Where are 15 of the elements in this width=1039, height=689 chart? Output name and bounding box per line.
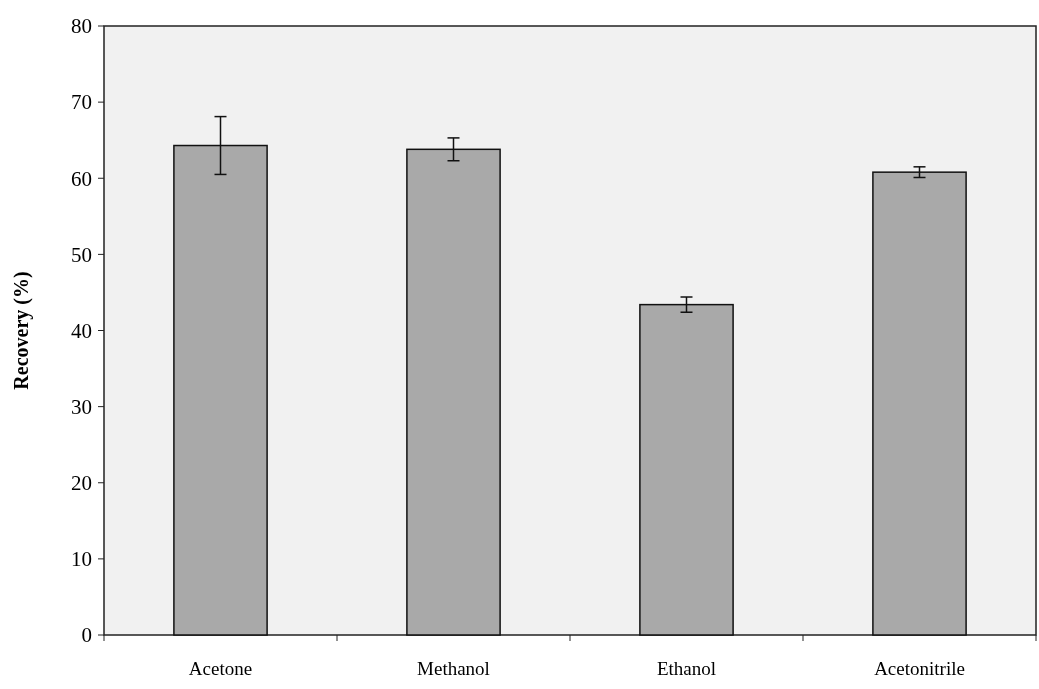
y-tick-label: 60 bbox=[71, 166, 92, 191]
x-tick-label: Ethanol bbox=[656, 658, 717, 679]
y-tick-label: 80 bbox=[71, 14, 92, 39]
y-tick-label: 40 bbox=[71, 318, 92, 343]
y-tick-label: 20 bbox=[71, 471, 92, 496]
bar bbox=[872, 171, 967, 636]
y-tick-label: 70 bbox=[71, 90, 92, 115]
y-tick-label: 50 bbox=[71, 242, 92, 267]
y-tick-label: 30 bbox=[71, 394, 92, 419]
y-axis-title: Recovery (%) bbox=[10, 271, 33, 390]
x-tick-label: Methanol bbox=[417, 658, 490, 679]
x-tick-label: Acetone bbox=[188, 658, 253, 679]
x-tick-label: Acetonitrile bbox=[874, 658, 965, 679]
y-tick-label: 10 bbox=[71, 547, 92, 572]
y-tick-label: 0 bbox=[81, 623, 92, 648]
